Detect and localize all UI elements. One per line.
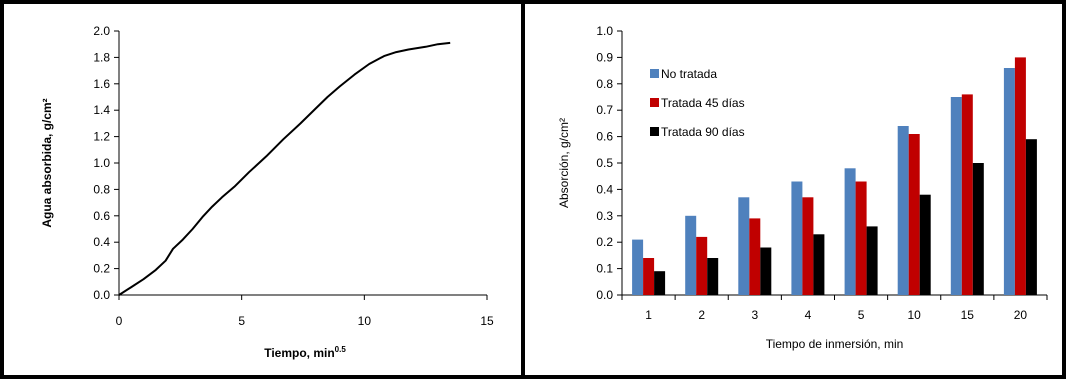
y-tick-label: 0.7 xyxy=(596,103,613,117)
legend-label: Tratada 45 días xyxy=(661,96,745,110)
y-tick-label: 0.3 xyxy=(596,209,613,223)
legend-swatch xyxy=(650,127,659,136)
bar xyxy=(654,271,666,295)
y-tick-label: 1.6 xyxy=(93,77,110,91)
x-tick-label: 3 xyxy=(751,308,758,322)
y-tick-label: 1.4 xyxy=(93,103,110,117)
x-tick-label: 2 xyxy=(698,308,705,322)
bar xyxy=(855,181,867,295)
y-tick-label: 1.2 xyxy=(93,130,110,144)
bar xyxy=(707,258,719,295)
x-tick-label: 10 xyxy=(358,314,372,328)
x-tick-label: 15 xyxy=(961,308,975,322)
y-tick-label: 0.2 xyxy=(596,235,613,249)
x-tick-label: 1 xyxy=(645,308,652,322)
x-axis-title: Tiempo, min0.5 xyxy=(264,345,346,360)
y-tick-label: 0.5 xyxy=(596,156,613,170)
x-tick-label: 5 xyxy=(238,314,245,328)
bar xyxy=(919,194,931,295)
bar xyxy=(908,134,920,295)
y-tick-label: 2.0 xyxy=(93,24,110,38)
y-tick-label: 0.8 xyxy=(93,182,110,196)
bar xyxy=(844,168,856,295)
legend-swatch xyxy=(650,69,659,78)
bar xyxy=(696,236,708,295)
x-tick-label: 5 xyxy=(858,308,865,322)
bar xyxy=(685,215,697,295)
line-chart-panel: 0.0 0.2 0.4 0.6 0.8 1.0 1.2 1.4 1.6 1.8 2.0 0 5 10 15 T… xyxy=(40,24,494,360)
bar xyxy=(972,163,984,295)
bar xyxy=(760,247,772,295)
bar xyxy=(961,94,973,296)
bar xyxy=(1025,139,1037,295)
y-tick-label: 0.8 xyxy=(596,77,613,91)
y-axis-title: Agua absorbida, g/cm² xyxy=(40,98,54,227)
bar xyxy=(802,197,814,295)
bar xyxy=(1014,57,1026,296)
y-tick-label: 0.6 xyxy=(93,209,110,223)
y-axis-title: Absorción, g/cm² xyxy=(557,118,571,208)
x-tick-label: 0 xyxy=(116,314,123,328)
bar xyxy=(950,97,962,295)
x-tick-label: 10 xyxy=(908,308,922,322)
bar xyxy=(738,197,750,295)
y-tick-label: 0.6 xyxy=(596,130,613,144)
x-axis-title: Tiempo de inmersión, min xyxy=(766,337,904,351)
bar xyxy=(791,181,803,295)
x-tick-label: 20 xyxy=(1014,308,1028,322)
legend-swatch xyxy=(650,98,659,107)
x-tick-label: 15 xyxy=(480,314,494,328)
bar xyxy=(643,258,655,295)
data-series-line xyxy=(118,41,451,296)
y-tick-label: 0.2 xyxy=(93,262,110,276)
y-tick-label: 1.0 xyxy=(596,24,613,38)
bar xyxy=(866,226,878,295)
bar-chart-panel: 0.0 0.1 0.2 0.3 0.4 0.5 0.6 0.7 0.8 0.9 1.0 1 2 3 4 5 10… xyxy=(557,24,1048,351)
y-tick-label: 0.1 xyxy=(596,262,613,276)
y-tick-label: 0.4 xyxy=(596,182,613,196)
bar xyxy=(897,126,909,295)
bar xyxy=(749,218,761,295)
y-tick-label: 0.4 xyxy=(93,235,110,249)
x-tick-label: 4 xyxy=(805,308,812,322)
y-tick-label: 1.8 xyxy=(93,50,110,64)
y-tick-label: 0.0 xyxy=(93,288,110,302)
legend-label: No tratada xyxy=(661,67,717,81)
y-tick-label: 0.0 xyxy=(596,288,613,302)
legend-label: Tratada 90 días xyxy=(661,125,745,139)
bar xyxy=(813,234,825,295)
bar xyxy=(632,239,644,295)
y-tick-label: 1.0 xyxy=(93,156,110,170)
bar xyxy=(1003,68,1015,295)
y-tick-label: 0.9 xyxy=(596,50,613,64)
